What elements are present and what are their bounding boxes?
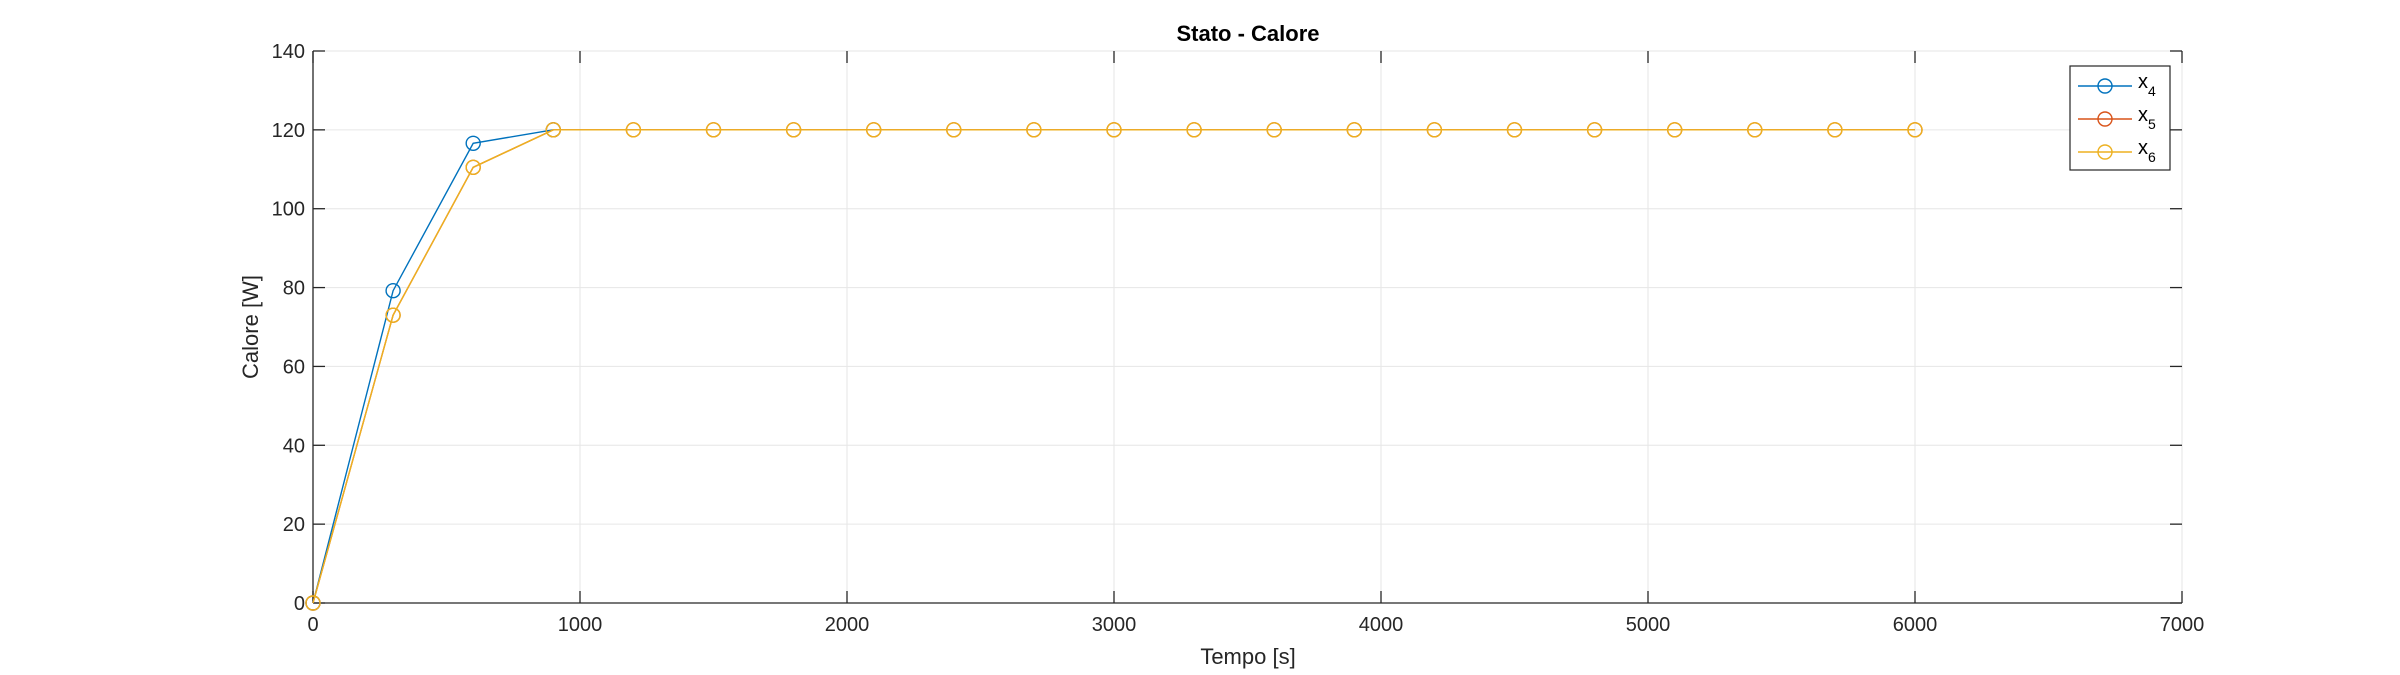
y-tick-label: 20 (283, 514, 305, 536)
y-tick-label: 60 (283, 356, 305, 378)
y-tick-label: 40 (283, 435, 305, 457)
data-point-x6 (1666, 122, 1683, 138)
grid (312, 50, 2183, 604)
y-tick-label: 0 (294, 593, 305, 615)
legend-label: x6 (2138, 137, 2156, 165)
x-tick-label: 5000 (1626, 614, 1671, 636)
data-point-x6 (545, 122, 561, 138)
data-point-x6 (946, 122, 962, 138)
plot-area (313, 51, 2182, 603)
data-point-x6 (625, 122, 642, 138)
x-tick-label: 6000 (1893, 614, 1938, 636)
legend-swatch-marker (2097, 78, 2113, 94)
ticks: 0 1000 2000 3000 4000 5000 6000 7000 0 20 40 60 80 10… (272, 41, 2205, 636)
y-tick-label: 120 (272, 120, 305, 142)
data-point-x6 (866, 122, 882, 138)
y-tick-label: 80 (283, 278, 305, 300)
data-point-x6 (1506, 122, 1523, 138)
axes (312, 51, 2182, 604)
series-line-x4 (312, 129, 554, 604)
data-point-x6 (305, 595, 321, 611)
x-tick-label: 3000 (1092, 614, 1137, 636)
data-point-x6 (1106, 122, 1122, 138)
data-point-x6 (785, 122, 802, 138)
x-tick-label: 2000 (825, 614, 870, 636)
data-point-x6 (1827, 122, 1843, 138)
data-point-x6 (385, 307, 401, 323)
series-line-x6 (312, 129, 1915, 604)
data-point-x6 (1346, 122, 1363, 138)
data-point-x6 (705, 122, 722, 138)
data-point-x6 (1426, 122, 1443, 138)
data-point-x4 (465, 135, 481, 151)
data-point-x6 (1747, 122, 1763, 138)
legend-swatch-marker (2097, 144, 2113, 160)
data-point-x6 (1266, 122, 1282, 138)
data-point-x6 (1026, 122, 1042, 138)
data-point-x6 (1586, 122, 1603, 138)
x-tick-label: 0 (307, 614, 318, 636)
y-axis-title: Calore [W] (238, 275, 263, 379)
legend-swatch-marker (2097, 111, 2113, 127)
data-point-x6 (1907, 122, 1923, 138)
data-point-x6 (465, 159, 481, 176)
y-tick-label: 100 (272, 199, 305, 221)
y-tick-label: 140 (272, 41, 305, 63)
legend: x4 x5 x6 (2069, 65, 2171, 171)
data-point-x4 (385, 283, 401, 299)
x-tick-label: 7000 (2160, 614, 2205, 636)
x-axis-title: Tempo [s] (1200, 644, 1295, 669)
chart-title: Stato - Calore (1176, 21, 1319, 46)
data-point-x6 (1186, 122, 1202, 138)
series-layer (305, 122, 1923, 611)
legend-label: x5 (2138, 104, 2156, 132)
legend-label: x4 (2138, 71, 2156, 99)
x-tick-label: 1000 (558, 614, 603, 636)
x-tick-label: 4000 (1359, 614, 1404, 636)
